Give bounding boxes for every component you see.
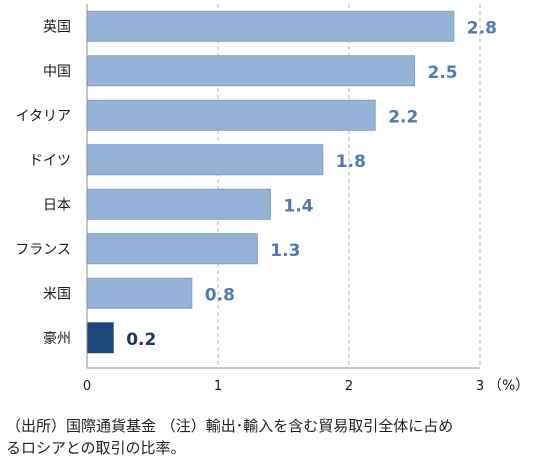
source-note-line-1: （出所）国際通貨基金 （注）輸出･輸入を含む貿易取引全体に占め — [6, 417, 454, 435]
bar-5 — [86, 188, 271, 220]
category-label: 米国 — [43, 286, 71, 302]
value-label: 2.2 — [388, 107, 418, 127]
bar-3 — [86, 99, 376, 131]
value-label: 1.3 — [270, 241, 300, 261]
gridlines — [217, 4, 481, 368]
category-label: 中国 — [43, 64, 71, 80]
unit-label: （%） — [488, 378, 529, 394]
bar-6 — [86, 233, 258, 265]
category-label: 豪州 — [43, 331, 71, 347]
x-tick-label: 2 — [345, 379, 353, 394]
bar-2 — [86, 55, 415, 87]
x-tick-label: 3 — [476, 379, 484, 394]
category-label: ドイツ — [29, 153, 71, 169]
value-label: 2.5 — [428, 63, 458, 83]
bars — [86, 10, 455, 354]
value-labels: 2.8 2.5 2.2 1.8 1.4 1.3 0.8 0.2 — [126, 18, 497, 350]
source-note-line-2: るロシアとの取引の比率。 — [6, 439, 186, 457]
value-label: 1.8 — [336, 152, 366, 172]
category-label: 日本 — [43, 197, 71, 213]
value-label: 0.2 — [126, 330, 156, 350]
x-tick-label: 0 — [83, 379, 91, 394]
category-label: 英国 — [43, 18, 71, 35]
bar-7 — [86, 277, 193, 309]
category-label: フランス — [15, 242, 71, 258]
bar-4 — [86, 144, 324, 176]
x-tick-label: 1 — [214, 379, 222, 394]
bar-1 — [86, 10, 455, 42]
category-label: イタリア — [16, 108, 71, 124]
value-label: 2.8 — [467, 18, 497, 38]
x-axis: 0 1 2 3 （%） — [83, 4, 529, 394]
value-label: 1.4 — [283, 196, 313, 216]
bar-8 — [86, 322, 114, 354]
value-label: 0.8 — [205, 285, 235, 305]
